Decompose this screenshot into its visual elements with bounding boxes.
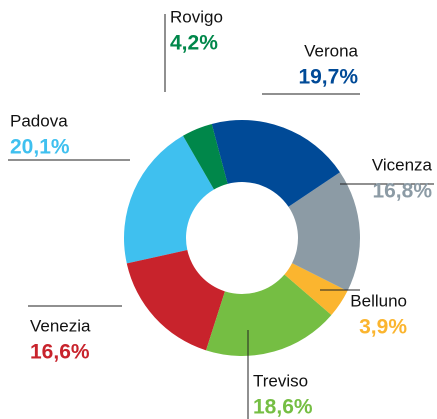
slice-name: Padova (10, 111, 68, 130)
slice-name: Vicenza (372, 155, 433, 174)
slice-value: 19,7% (298, 66, 358, 89)
donut-slice (124, 135, 214, 264)
slice-name: Belluno (350, 291, 407, 310)
donut-slice (211, 120, 340, 207)
slice-value: 3,9% (359, 316, 407, 339)
donut-slice (126, 250, 225, 351)
slice-name: Venezia (30, 316, 91, 335)
donut-slice (288, 172, 361, 291)
slice-name: Treviso (253, 371, 308, 390)
slice-value: 16,6% (30, 341, 90, 364)
slice-name: Rovigo (170, 7, 223, 26)
slice-name: Verona (304, 41, 358, 60)
donut-slice (183, 123, 228, 190)
donut-slice (206, 274, 332, 356)
slice-value: 4,2% (170, 32, 218, 55)
donut-slice (284, 263, 348, 315)
slice-value: 16,8% (372, 180, 432, 203)
slice-value: 20,1% (10, 136, 70, 159)
slice-value: 18,6% (253, 396, 313, 419)
